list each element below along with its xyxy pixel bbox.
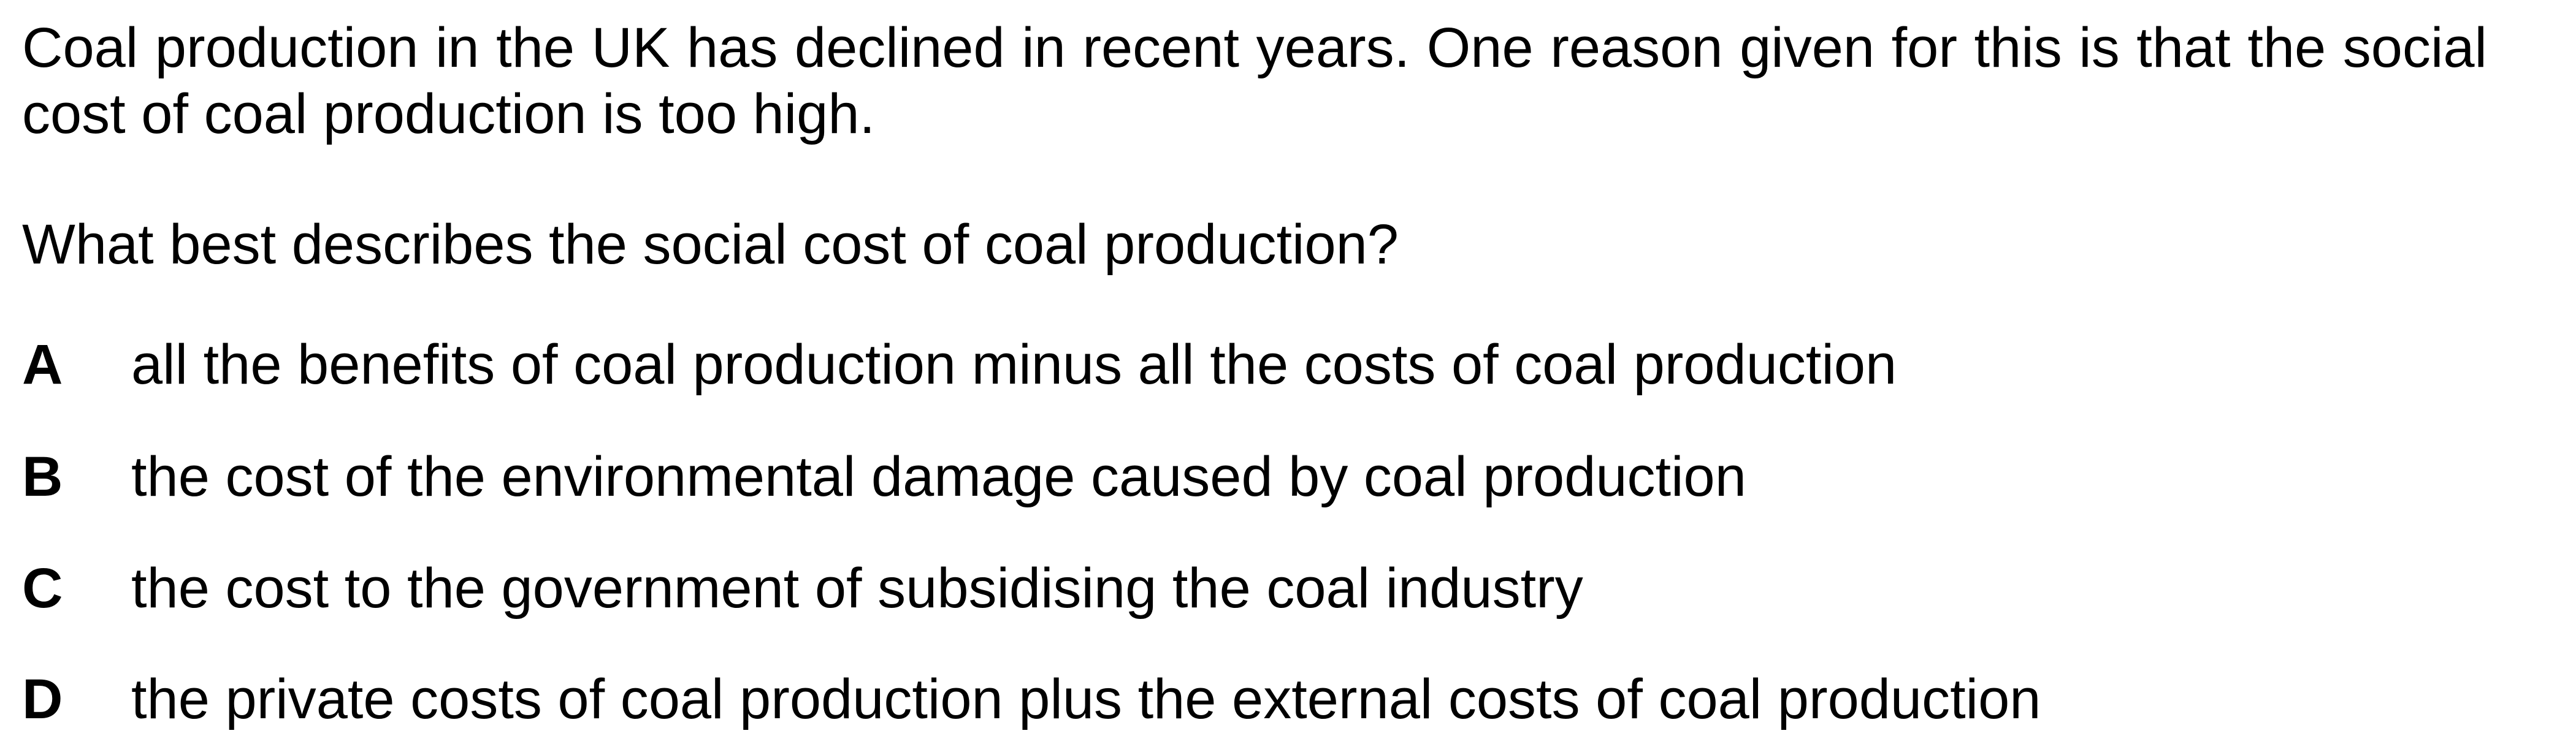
option-b-text: the cost of the environmental damage cau…: [131, 446, 1746, 508]
question-prompt: What best describes the social cost of c…: [22, 213, 1399, 276]
question-stem: Coal production in the UK has declined i…: [22, 17, 2487, 145]
option-a-text: all the benefits of coal production minu…: [131, 333, 1897, 396]
option-d-text: the private costs of coal production plu…: [131, 668, 2041, 730]
option-c-letter: C: [22, 557, 63, 620]
option-c-text: the cost to the government of subsidisin…: [131, 557, 1583, 620]
option-d-letter: D: [22, 668, 63, 730]
option-a-letter: A: [22, 333, 63, 396]
option-b-letter: B: [22, 446, 63, 508]
